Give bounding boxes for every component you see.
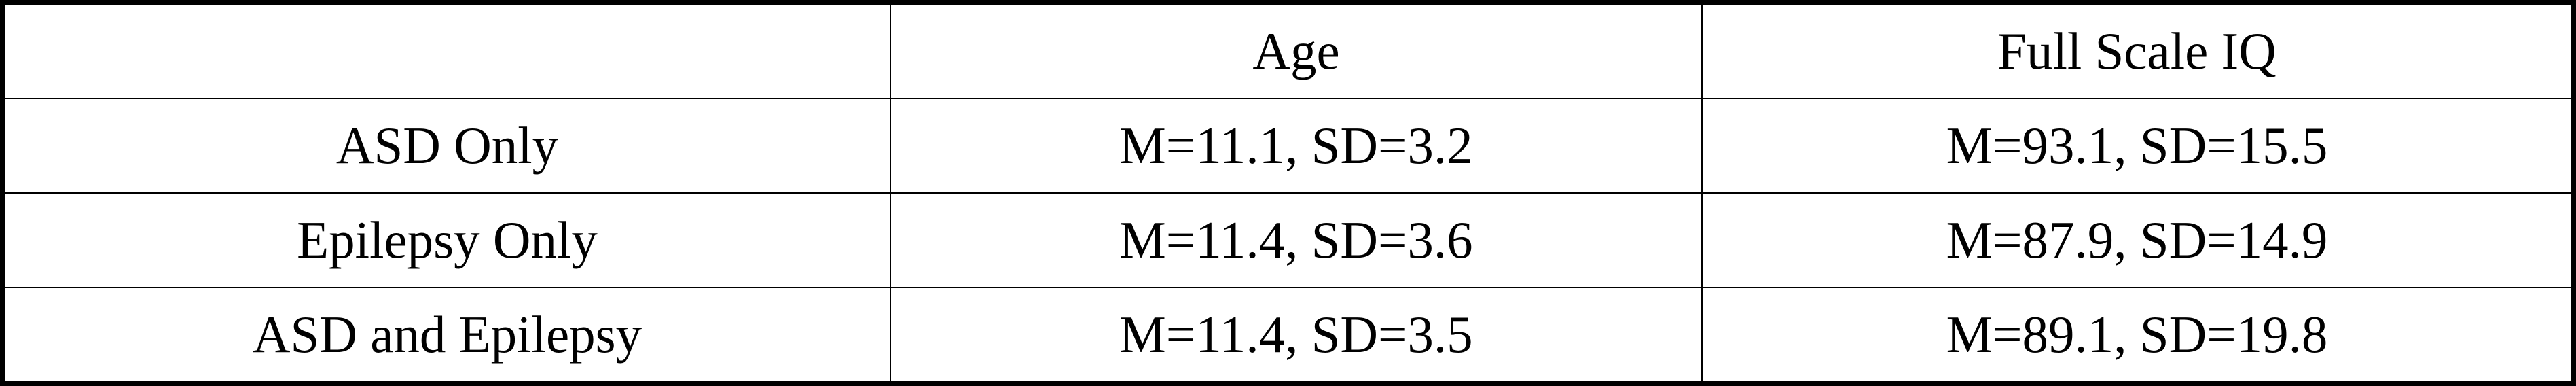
header-cell-empty: [5, 5, 891, 99]
table-cell: M=89.1, SD=19.8: [1701, 287, 2571, 381]
table-row: ASD Only M=11.1, SD=3.2 M=93.1, SD=15.5: [5, 97, 2571, 194]
header-cell: Full Scale IQ: [1701, 5, 2571, 99]
table-row: ASD and Epilepsy M=11.4, SD=3.5 M=89.1, SD…: [5, 287, 2571, 381]
table-cell: M=11.4, SD=3.5: [890, 287, 1703, 381]
row-label: ASD and Epilepsy: [5, 287, 891, 381]
table-body: Age Full Scale IQ ASD Only M=11.1, SD=3.2 M…: [5, 5, 2571, 381]
row-label: ASD Only: [5, 97, 891, 194]
table-cell: M=11.1, SD=3.2: [890, 97, 1703, 194]
header-cell: Age: [890, 5, 1703, 99]
data-table: Age Full Scale IQ ASD Only M=11.1, SD=3.2 M…: [5, 5, 2571, 381]
table-cell: M=87.9, SD=14.9: [1701, 192, 2571, 289]
table-row: Epilepsy Only M=11.4, SD=3.6 M=87.9, SD=14…: [5, 192, 2571, 289]
header-row: Age Full Scale IQ: [5, 5, 2571, 99]
row-label: Epilepsy Only: [5, 192, 891, 289]
table-cell: M=11.4, SD=3.6: [890, 192, 1703, 289]
table-cell: M=93.1, SD=15.5: [1701, 97, 2571, 194]
